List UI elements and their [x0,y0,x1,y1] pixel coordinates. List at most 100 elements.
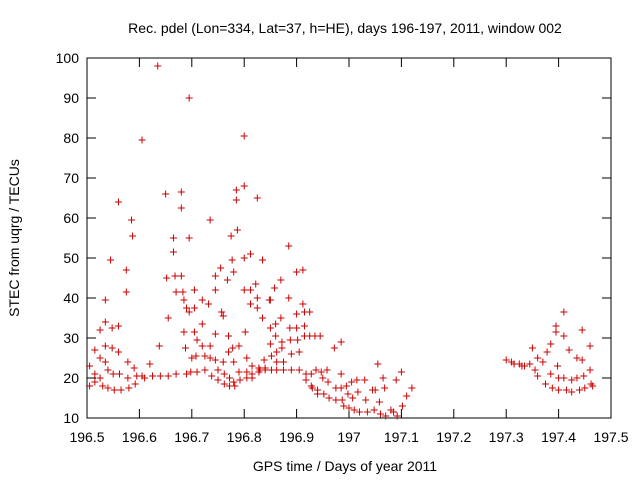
x-tick-label: 197 [337,429,361,445]
data-point [539,358,547,366]
data-point [332,396,340,404]
data-point [253,194,261,202]
data-point [201,366,209,374]
data-point [273,366,281,374]
data-point [229,344,237,352]
data-point [323,366,331,374]
x-tick-label: 197.3 [489,429,524,445]
data-point [131,380,139,388]
data-point [240,132,248,140]
data-point [163,274,171,282]
data-point [185,94,193,102]
data-point [101,358,109,366]
data-point [115,370,123,378]
data-point [285,242,293,250]
y-tick-label: 40 [63,290,79,306]
y-tick-label: 100 [56,50,80,66]
data-point [117,386,125,394]
data-point [403,392,411,400]
data-point [562,386,570,394]
data-point [314,390,322,398]
data-point [338,396,346,404]
x-tick-label: 196.6 [122,429,157,445]
data-point [286,324,294,332]
data-point [306,308,314,316]
y-tick-labels: 10 20 30 40 50 60 70 80 90 100 [56,50,80,426]
data-point [231,382,239,390]
data-point [280,358,287,366]
data-point [198,320,206,328]
data-point [568,376,576,384]
data-point [260,356,268,364]
data-point [108,324,116,332]
data-point [226,374,234,382]
data-point [224,332,232,340]
data-point [193,368,201,376]
data-point [192,352,200,360]
data-point [182,344,190,352]
data-point [293,310,301,318]
data-point [554,362,562,370]
data-point [287,366,295,374]
data-point [177,204,185,212]
data-point [267,352,275,360]
data-point [219,358,227,366]
data-point [101,318,109,326]
data-point [392,376,400,384]
y-tick-label: 20 [63,370,79,386]
data-point [319,374,327,382]
data-point [86,382,94,390]
data-point [552,322,560,330]
data-point [348,378,356,386]
data-point [248,362,256,370]
data-point [240,254,248,262]
data-point [363,408,371,416]
data-point [393,412,401,420]
data-point [110,386,118,394]
data-point [534,372,542,380]
data-point [344,390,352,398]
data-point [568,388,576,396]
y-tick-label: 10 [63,410,79,426]
data-point [96,326,104,334]
data-point [185,234,193,242]
data-point [560,374,568,382]
data-point [277,276,285,284]
y-axis-label: STEC from uqrg / TECUs [6,159,22,317]
data-point [573,374,581,382]
data-point [266,296,274,304]
data-point [149,372,156,380]
data-point [361,376,369,384]
data-point [154,62,162,70]
data-point [114,322,122,330]
data-point [398,402,406,410]
data-point [295,348,303,356]
data-point [180,296,188,304]
data-point [312,366,320,374]
data-point [573,354,581,362]
data-point [211,330,219,338]
data-point [330,344,338,352]
data-point [211,272,219,280]
data-point [227,232,235,240]
data-point [337,338,345,346]
data-point [164,314,172,322]
data-point [337,370,345,378]
data-point [531,366,539,374]
x-tick-label: 196.7 [174,429,209,445]
data-point [337,384,345,392]
data-point [586,366,594,374]
data-point [560,308,568,316]
data-point [228,256,236,264]
y-tick-label: 80 [63,130,79,146]
axis-ticks [86,57,612,419]
data-point [272,332,280,340]
data-point [316,332,324,340]
data-point [308,384,316,392]
data-point [294,336,302,344]
data-point [300,322,308,330]
data-point [255,368,263,376]
data-point [578,326,586,334]
data-point [259,256,267,264]
